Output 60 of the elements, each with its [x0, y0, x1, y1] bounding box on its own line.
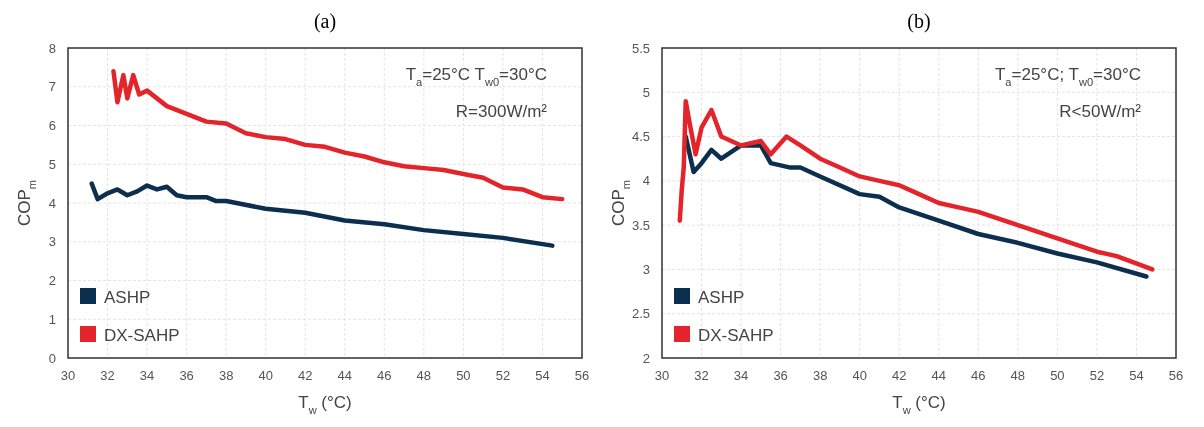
y-tick-label: 2: [642, 350, 650, 366]
x-tick-label: 30: [654, 368, 670, 383]
y-tick-label: 3.5: [631, 217, 650, 233]
x-tick-label: 32: [100, 368, 115, 383]
y-tick-label: 3: [48, 234, 56, 250]
x-tick-label: 48: [416, 368, 432, 383]
legend-label: ASHP: [104, 288, 151, 307]
x-tick-label: 52: [1089, 368, 1105, 383]
y-tick-label: 5: [48, 156, 56, 172]
x-tick-label: 36: [179, 368, 194, 383]
x-tick-label: 54: [1129, 368, 1144, 383]
legend-label: DX-SAHP: [104, 326, 180, 345]
y-tick-label: 4: [642, 173, 650, 189]
x-tick-label: 32: [694, 368, 709, 383]
y-tick-label: 8: [48, 40, 56, 56]
x-tick-label: 42: [892, 368, 907, 383]
x-tick-label: 40: [852, 368, 867, 383]
legend-label: ASHP: [698, 288, 745, 307]
x-tick-label: 52: [495, 368, 511, 383]
y-tick-label: 0: [48, 350, 56, 366]
x-tick-label: 46: [377, 368, 392, 383]
line-series: [677, 98, 1155, 272]
x-tick-label: 48: [1010, 368, 1026, 383]
x-tick-label: 46: [971, 368, 986, 383]
x-tick-label: 34: [139, 368, 155, 383]
x-tick-label: 54: [535, 368, 550, 383]
y-tick-label: 1: [48, 311, 56, 327]
x-tick-label: 34: [733, 368, 749, 383]
x-tick-label: 42: [298, 368, 313, 383]
x-axis-title: T$_{w}$ (°C): [892, 393, 946, 416]
y-tick-label: 4: [48, 195, 56, 211]
y-tick-label: 3: [642, 261, 650, 277]
annotation: T$_{a}$=25°C T$_{w0}$=30°C: [405, 65, 547, 88]
line-series: [111, 69, 565, 202]
x-tick-label: 40: [258, 368, 273, 383]
y-tick-label: 7: [48, 79, 56, 95]
annotation: R<50W/m²: [1059, 102, 1142, 121]
x-tick-label: 50: [456, 368, 471, 383]
y-tick-label: 5.5: [631, 40, 650, 56]
x-tick-label: 44: [931, 368, 946, 383]
chart-title: (b): [907, 10, 931, 33]
annotation: R=300W/m²: [455, 102, 548, 121]
x-tick-label: 36: [773, 368, 788, 383]
x-axis-title: T$_{w}$ (°C): [298, 393, 352, 416]
y-tick-label: 2: [48, 273, 56, 288]
legend-label: DX-SAHP: [698, 326, 774, 345]
y-tick-label: 4.5: [631, 129, 650, 145]
annotation: T$_{a}$=25°C; T$_{w0}$=30°C: [994, 65, 1141, 88]
y-tick-label: 5: [642, 84, 650, 100]
y-tick-label: 2.5: [631, 306, 650, 322]
chart-title: (a): [313, 10, 337, 33]
line-series: [89, 181, 555, 248]
x-tick-label: 56: [574, 368, 590, 383]
x-tick-label: 38: [218, 368, 234, 383]
x-tick-label: 50: [1050, 368, 1065, 383]
x-tick-label: 30: [60, 368, 76, 383]
y-tick-label: 6: [48, 118, 56, 133]
x-tick-label: 56: [1168, 368, 1184, 383]
x-tick-label: 38: [812, 368, 828, 383]
x-tick-label: 44: [337, 368, 352, 383]
